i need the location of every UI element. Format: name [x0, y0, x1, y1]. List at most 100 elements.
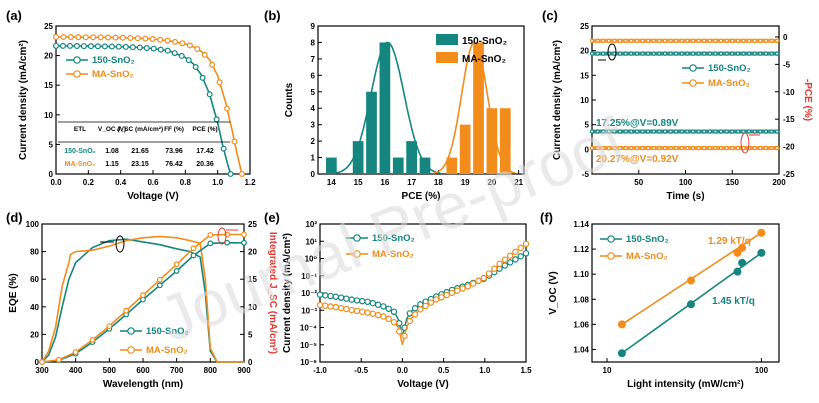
data-point: [686, 300, 695, 309]
data-point: [629, 145, 634, 151]
data-point: [589, 145, 595, 151]
y-axis-label: Current density (mA/cm²): [282, 233, 293, 353]
data-point: [589, 38, 595, 44]
data-point: [752, 51, 757, 56]
bar: [486, 108, 498, 174]
data-point: [601, 129, 606, 134]
data-point: [679, 51, 684, 56]
data-point: [713, 129, 718, 134]
data-point: [60, 34, 67, 41]
data-point: [735, 51, 741, 56]
data-point: [746, 51, 752, 56]
y-tick-label: 10: [580, 96, 589, 105]
data-point: [194, 45, 201, 52]
y-tick-label: 5: [311, 88, 316, 97]
data-point: [485, 270, 493, 277]
data-point: [713, 51, 718, 56]
y-tick-label: 6: [311, 71, 316, 80]
table-header: V_OC (V): [98, 126, 126, 133]
data-point: [359, 308, 366, 315]
data-point: [385, 305, 392, 312]
data-point: [238, 171, 245, 178]
data-point: [369, 299, 377, 307]
data-point: [227, 171, 234, 178]
data-point: [668, 129, 673, 134]
data-point: [724, 145, 729, 151]
data-point: [696, 38, 701, 44]
data-point: [359, 297, 366, 305]
data-point: [612, 129, 617, 134]
data-point: [713, 145, 718, 151]
data-point: [679, 38, 684, 44]
data-point: [150, 45, 157, 52]
data-point: [707, 51, 713, 56]
legend-MA-SnO2-label: MA-SnO₂: [146, 345, 188, 356]
data-point: [612, 38, 617, 44]
data-point: [171, 50, 178, 57]
data-point: [662, 38, 668, 44]
data-point: [640, 38, 645, 44]
data-point: [512, 256, 519, 263]
data-point: [685, 38, 690, 44]
data-point: [758, 145, 763, 151]
data-point: [209, 61, 216, 68]
legend-150-SnO2-marker: [127, 327, 135, 335]
x-tick-label: -1.0: [313, 366, 327, 375]
data-point: [337, 304, 345, 312]
data-point: [617, 320, 626, 329]
axis-indicator-ellipse: [217, 227, 227, 245]
y-tick-label: 8: [311, 38, 316, 47]
x-axis-label: Time (s): [666, 191, 704, 202]
data-point: [657, 38, 662, 44]
x-tick-label: 900: [237, 366, 251, 375]
x-tick-label: 100: [755, 366, 769, 375]
data-point: [157, 46, 164, 53]
data-point: [501, 262, 509, 269]
data-point: [673, 51, 679, 56]
data-point: [758, 38, 763, 44]
data-point: [617, 349, 626, 358]
data-point: [757, 248, 766, 257]
data-point: [769, 129, 774, 134]
y-tick-label: -10: [783, 88, 795, 97]
data-point: [173, 261, 180, 268]
x-tick-label: 0.4: [115, 178, 127, 187]
y-tick-label: 20: [44, 52, 53, 61]
y-tick-label: 20: [30, 330, 39, 339]
legend-MA-SnO2-marker: [607, 252, 615, 260]
data-point: [190, 252, 197, 259]
data-point: [115, 43, 122, 50]
data-point: [606, 38, 612, 44]
bar: [473, 42, 484, 174]
axis-indicator-ellipse: [115, 235, 125, 253]
x-tick-label: 10: [603, 366, 612, 375]
data-point: [623, 145, 628, 151]
data-point: [406, 310, 413, 317]
data-point: [90, 34, 97, 41]
data-point: [752, 129, 757, 134]
data-point: [679, 129, 684, 134]
y-tick-label: 0: [783, 33, 788, 42]
data-point: [173, 268, 180, 274]
data-point: [332, 303, 340, 311]
data-point: [401, 332, 408, 340]
data-point: [769, 145, 774, 151]
table-cell: MA-SnO₂: [65, 161, 96, 168]
x-axis-label: Light intensity (mW/cm²): [627, 379, 744, 390]
data-point: [645, 145, 651, 151]
data-point: [738, 258, 747, 267]
x-axis-label: Wavelength (nm): [103, 379, 183, 390]
data-point: [199, 74, 206, 81]
legend-150-SnO2-marker: [353, 234, 361, 242]
table-cell: 1.15: [105, 161, 119, 168]
x-tick-label: 500: [103, 366, 117, 375]
data-point: [679, 145, 684, 151]
data-point: [746, 129, 752, 134]
y-tick-label: 1.14: [573, 220, 589, 229]
data-point: [774, 145, 780, 151]
y-tick-label: 1.06: [573, 320, 589, 329]
y-tick-label: 5: [248, 330, 253, 339]
data-point: [136, 44, 143, 51]
data-point: [216, 79, 223, 86]
legend-150-SnO2-label: 150-SnO₂: [708, 63, 751, 74]
